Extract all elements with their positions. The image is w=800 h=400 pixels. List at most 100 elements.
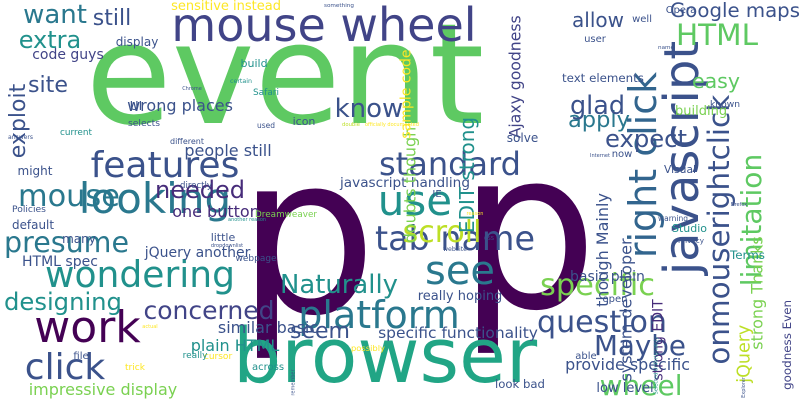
word-maybe: Maybe <box>594 329 686 363</box>
word-exploit: exploit <box>6 83 32 159</box>
word-p: p <box>458 102 598 360</box>
word-mouse: mouse <box>18 178 120 214</box>
word-basic-plain: basic plain <box>570 269 645 285</box>
word-html: HTML <box>676 18 759 53</box>
word-selects: selects <box>128 117 160 129</box>
word-site: site <box>28 71 68 98</box>
word-really-hoping: really hoping <box>417 289 503 304</box>
word-impressive-display: impressive display <box>28 380 178 399</box>
word-want: want <box>23 0 87 30</box>
word-user: user <box>584 34 606 45</box>
word-tab-name: tab name <box>375 219 535 259</box>
word-still: still <box>92 6 132 31</box>
word-internet: Internet <box>590 152 610 159</box>
word-features: features <box>90 145 240 186</box>
word-see: see <box>425 248 495 294</box>
word-click: click <box>24 347 106 388</box>
word-used: used <box>257 120 275 130</box>
word-firefox: Firefox <box>730 201 748 208</box>
word-use: use <box>377 176 453 225</box>
word-know: know <box>334 94 404 124</box>
word-sensitive-instead: sensitive instead <box>171 0 281 14</box>
word-javascript-handling: javascript handling <box>340 174 470 191</box>
word-terms: Terms <box>730 248 765 263</box>
word-wondering: wondering <box>45 254 236 296</box>
word-doubts-though: doubts though <box>399 126 419 244</box>
word-name: name <box>658 45 674 52</box>
word-really: really <box>182 351 208 361</box>
word-build: build <box>240 57 268 70</box>
word-display: display <box>115 35 159 49</box>
word-platform: platform <box>298 293 460 337</box>
word-default: default <box>12 218 55 232</box>
word-building: building <box>675 104 728 119</box>
word-glad: glad <box>570 91 625 122</box>
word-dropdownlist: dropdownlist <box>210 243 244 249</box>
word-studio: Studio <box>672 221 707 235</box>
word-visual: Visual <box>664 163 696 177</box>
word-well: well <box>632 14 652 25</box>
word-opera: Opera <box>665 5 697 16</box>
word-apply: apply <box>568 106 630 133</box>
word-extra: extra <box>18 26 82 54</box>
word-right-click: right click <box>621 71 666 259</box>
word-warning: warning <box>658 214 688 224</box>
word-html-spec: HTML spec <box>22 254 98 270</box>
word-trick: trick <box>125 362 145 373</box>
word-designing: designing <box>4 286 122 316</box>
word-many: many <box>62 232 96 246</box>
word-directly: directly <box>180 180 212 191</box>
word-different: different <box>170 136 204 146</box>
word-possibly: possibly <box>351 342 385 353</box>
word-able: able <box>575 351 597 362</box>
word-little: little <box>210 231 236 244</box>
word-look-bad: look bad <box>495 376 545 391</box>
word-might: might <box>17 164 53 178</box>
word-plain-html: plain HTML <box>190 336 280 355</box>
word-ui: UI <box>129 99 143 113</box>
word-similar-basic: similar basic <box>217 318 319 337</box>
word-webpage: webpage <box>235 254 277 264</box>
word-work: work <box>34 302 141 353</box>
word-jquery-another: jQuery another <box>144 245 251 261</box>
word-reason: reason <box>466 210 484 217</box>
word-current: current <box>60 127 92 138</box>
word-cursor: cursor <box>203 352 233 362</box>
word-one-button: one button <box>172 202 260 221</box>
word-question: question <box>537 304 667 340</box>
word-looking: looking <box>78 174 232 223</box>
word-solve: solve <box>506 131 539 145</box>
word-naturally: Naturally <box>280 269 398 300</box>
word-low-level: low level <box>596 381 654 396</box>
word-remember: remember <box>290 369 297 396</box>
word-file: file <box>73 351 89 362</box>
word-goodness-even: goodness Even <box>780 300 795 391</box>
word-known: known <box>710 99 740 111</box>
word-policies: Policies <box>12 204 46 216</box>
word-wrong-places: wrong places <box>127 96 233 115</box>
word-another-reason: another reason <box>228 216 267 223</box>
word-presume: presume <box>4 225 129 259</box>
word-seem: seem <box>290 319 350 344</box>
word-p: p <box>237 107 377 365</box>
word-ajaxy-goodness: Ajaxy goodness <box>505 15 525 138</box>
word-css: CSS <box>484 235 494 242</box>
word-safari: Safari <box>253 88 279 98</box>
word-text-elements: text elements <box>562 71 644 86</box>
word-chrome: Chrome <box>182 85 202 92</box>
word-certain: certain <box>230 78 252 86</box>
word-officially-documented: officially documented <box>365 121 419 128</box>
word-expect: expect <box>605 123 687 153</box>
word-specific: specific <box>540 267 656 303</box>
word-standard: standard <box>379 145 521 183</box>
word-open: open <box>602 294 628 305</box>
word-though-mainly: though Mainly <box>593 193 613 307</box>
word-people-still: people still <box>184 141 272 160</box>
word-explorer: Explorer <box>740 376 747 398</box>
word-double: double <box>342 121 360 128</box>
word-code-guys: code guys <box>32 47 104 63</box>
word-selected-unfortunately: Selected Unfortunately <box>653 336 660 394</box>
word-google-maps: Google maps <box>670 0 800 23</box>
word-scroll: scroll <box>402 215 482 250</box>
